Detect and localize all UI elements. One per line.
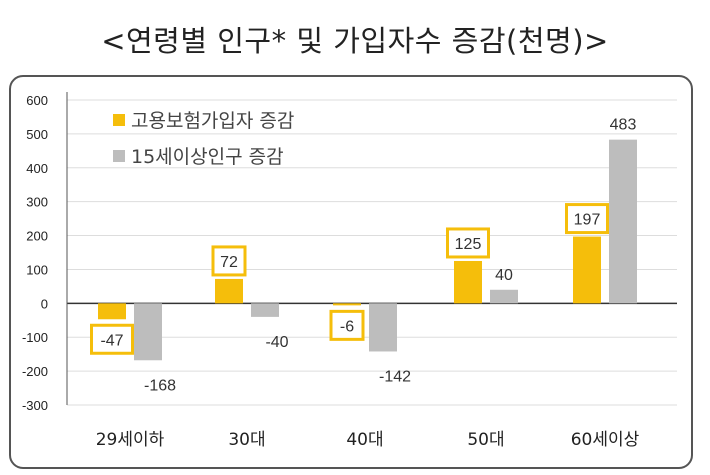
chart-frame	[9, 75, 693, 469]
x-tick-label: 50대	[467, 430, 504, 450]
bar-population	[134, 303, 162, 361]
bar-insured	[573, 236, 601, 304]
data-label-box	[90, 323, 134, 355]
legend-swatch	[113, 114, 125, 126]
y-tick-label: 100	[26, 262, 48, 277]
y-tick-label: 200	[26, 229, 48, 244]
data-label: 40	[495, 267, 513, 284]
data-label-box	[565, 203, 609, 235]
bar-population	[609, 139, 637, 304]
data-label-box	[446, 227, 490, 259]
data-label: -6	[340, 318, 354, 335]
y-tick-label: -300	[22, 398, 48, 413]
data-label: -142	[379, 368, 411, 385]
bar-insured	[215, 278, 243, 304]
x-tick-label: 60세이상	[571, 430, 640, 450]
data-label: -40	[265, 334, 288, 351]
bar-insured	[333, 303, 361, 306]
y-tick-label: 0	[41, 296, 48, 311]
legend-label: 고용보험가입자 증감	[131, 110, 294, 132]
bar-insured	[454, 260, 482, 304]
data-label: 483	[610, 117, 637, 134]
x-tick-label: 40대	[346, 430, 383, 450]
bar-population	[369, 303, 397, 352]
bar-insured	[98, 303, 126, 320]
y-tick-label: 600	[26, 93, 48, 108]
data-label: -47	[100, 332, 123, 349]
bar-population	[251, 303, 279, 317]
data-label: -168	[144, 377, 176, 394]
data-label: 72	[220, 254, 238, 271]
data-label: 197	[574, 212, 601, 229]
y-tick-label: 500	[26, 127, 48, 142]
y-tick-label: -200	[22, 364, 48, 379]
y-tick-label: -100	[22, 330, 48, 345]
legend-swatch	[113, 150, 125, 162]
chart-title: <연령별 인구* 및 가입자수 증감(천명)>	[101, 24, 609, 58]
data-label: 125	[455, 236, 482, 253]
x-tick-label: 29세이하	[96, 430, 165, 450]
y-tick-label: 400	[26, 161, 48, 176]
x-tick-label: 30대	[228, 430, 265, 450]
y-tick-label: 300	[26, 195, 48, 210]
data-label-box	[211, 245, 247, 277]
data-label-box	[329, 309, 365, 341]
bar-population	[490, 289, 518, 304]
legend-label: 15세이상인구 증감	[131, 146, 284, 168]
